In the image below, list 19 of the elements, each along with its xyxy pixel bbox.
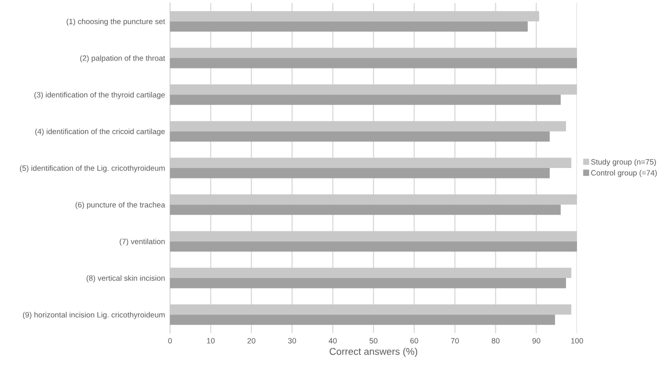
bar <box>170 121 566 132</box>
x-axis-title: Correct answers (%) <box>330 348 418 357</box>
bar <box>170 304 572 315</box>
bar <box>170 314 556 325</box>
bar <box>170 94 561 105</box>
bar <box>170 58 577 68</box>
bar <box>170 21 528 32</box>
bar <box>170 204 561 215</box>
bar <box>170 268 572 278</box>
bar <box>170 194 577 205</box>
bar <box>170 158 572 168</box>
bar <box>170 48 577 58</box>
bar <box>170 278 566 288</box>
bar <box>170 84 577 95</box>
bar <box>170 11 540 22</box>
bar <box>170 241 577 252</box>
bar <box>170 231 577 242</box>
bar <box>170 131 550 142</box>
bar <box>170 168 550 178</box>
